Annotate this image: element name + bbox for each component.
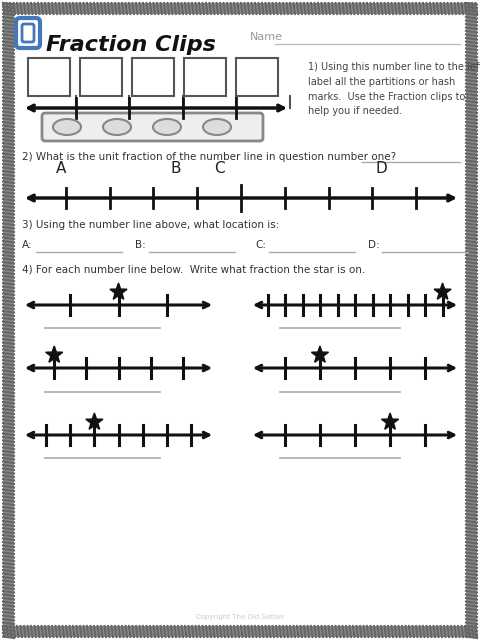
Ellipse shape	[203, 119, 231, 135]
Text: 1) Using this number line to the left,
label all the partitions or hash
marks.  : 1) Using this number line to the left, l…	[308, 62, 480, 116]
FancyBboxPatch shape	[184, 58, 226, 96]
Text: C: C	[214, 161, 225, 176]
FancyBboxPatch shape	[14, 14, 466, 626]
Text: D:: D:	[368, 240, 380, 250]
Text: A: A	[56, 161, 67, 176]
Text: D: D	[375, 161, 387, 176]
FancyBboxPatch shape	[132, 58, 174, 96]
Text: B:: B:	[135, 240, 146, 250]
FancyBboxPatch shape	[3, 3, 477, 637]
Text: C:: C:	[255, 240, 266, 250]
Text: Copyright The Old Settler: Copyright The Old Settler	[196, 614, 284, 620]
Text: Name: Name	[250, 32, 283, 42]
FancyBboxPatch shape	[28, 58, 70, 96]
Polygon shape	[46, 346, 63, 362]
Text: A:: A:	[22, 240, 33, 250]
Polygon shape	[382, 413, 398, 429]
Text: Fraction Clips: Fraction Clips	[46, 35, 216, 55]
FancyBboxPatch shape	[80, 58, 122, 96]
Ellipse shape	[53, 119, 81, 135]
Text: 2) What is the unit fraction of the number line in question number one?: 2) What is the unit fraction of the numb…	[22, 152, 396, 162]
Polygon shape	[110, 283, 127, 300]
FancyBboxPatch shape	[236, 58, 278, 96]
Polygon shape	[434, 283, 451, 300]
Text: B: B	[170, 161, 180, 176]
Polygon shape	[312, 346, 328, 362]
Text: 4) For each number line below.  Write what fraction the star is on.: 4) For each number line below. Write wha…	[22, 265, 365, 275]
Ellipse shape	[153, 119, 181, 135]
Polygon shape	[86, 413, 103, 429]
FancyBboxPatch shape	[42, 113, 263, 141]
Text: 3) Using the number line above, what location is:: 3) Using the number line above, what loc…	[22, 220, 279, 230]
Ellipse shape	[103, 119, 131, 135]
